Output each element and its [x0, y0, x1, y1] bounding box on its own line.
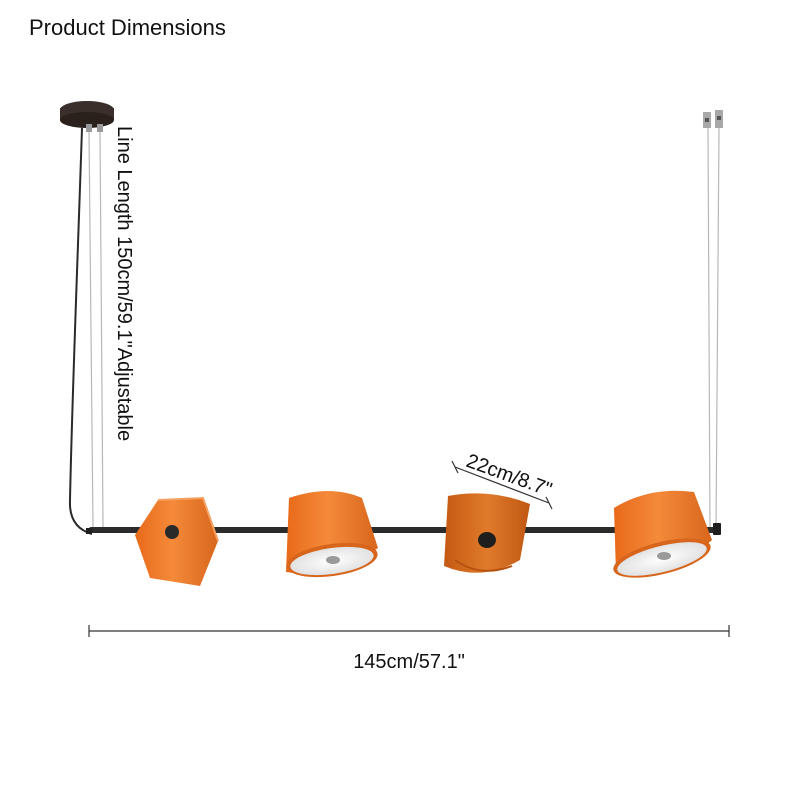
lamp-bar	[89, 527, 719, 533]
total-length-dimension	[88, 625, 730, 637]
suspension-wires	[88, 127, 720, 529]
ceiling-anchors	[703, 110, 723, 128]
total-length-label: 145cm/57.1"	[353, 651, 465, 673]
power-cord	[68, 127, 93, 535]
lamp-shade-2	[286, 491, 378, 578]
lamp-shade-4	[613, 490, 712, 578]
line-length-label: Line Length 150cm/59.1"Adjustable	[113, 126, 135, 441]
lamp-shade-1	[135, 496, 219, 586]
page-title: Product Dimensions	[29, 15, 226, 40]
lamp-shade-3	[444, 493, 530, 573]
shade-diameter-dimension	[451, 460, 553, 510]
ceiling-canopy	[60, 101, 114, 132]
